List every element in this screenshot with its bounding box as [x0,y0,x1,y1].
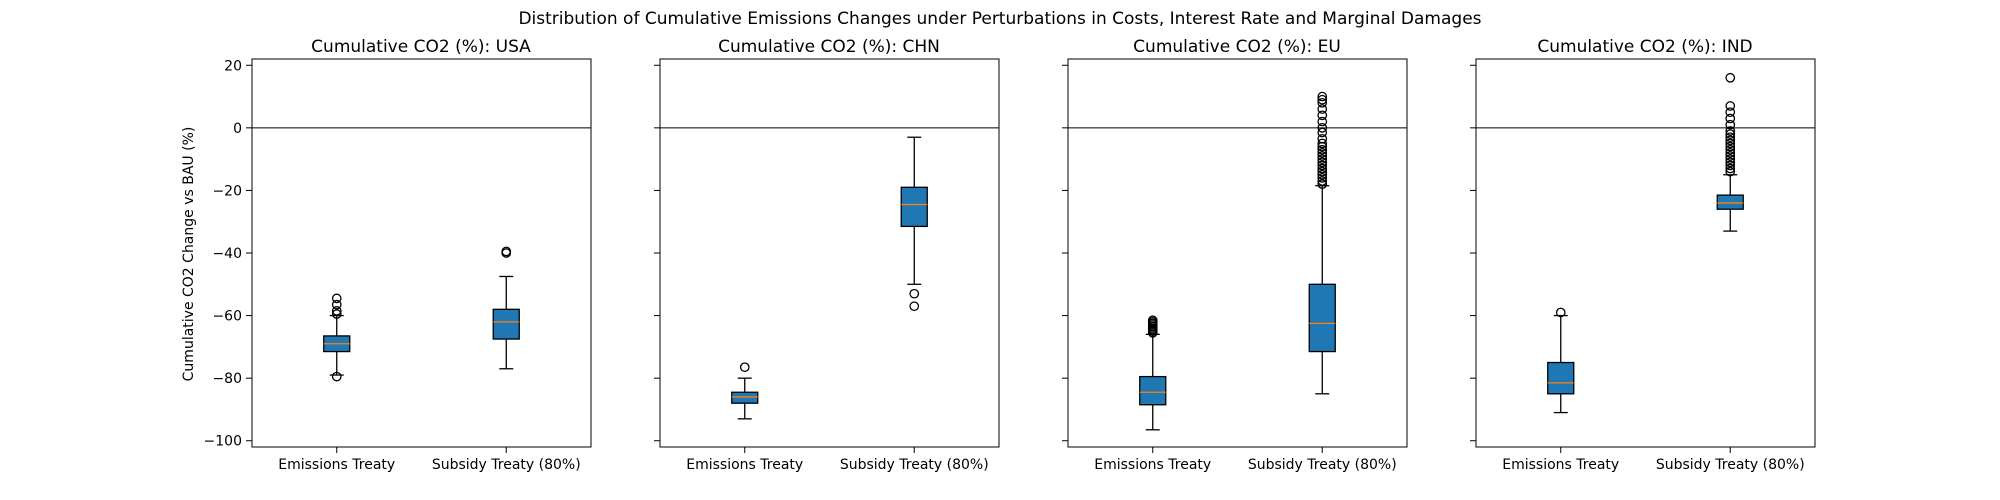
outlier-point [1317,163,1328,174]
outlier-point [739,362,750,373]
outlier-point [1317,176,1328,186]
box-emissions-treaty [1547,307,1575,414]
y-tick-label: −40 [212,246,242,262]
x-tick-label: Subsidy Treaty (80%) [840,457,989,473]
outlier-point [1317,169,1328,180]
outlier-point [1725,132,1736,143]
box-iqr [1716,194,1744,210]
outlier-point [909,301,920,312]
outlier-point [1317,94,1328,105]
outlier-point [1317,104,1328,114]
x-tick-label: Subsidy Treaty (80%) [1248,457,1397,473]
outlier-point [1725,151,1736,161]
outlier-point [1317,116,1328,127]
outlier-point [1725,138,1736,149]
outlier-point [1317,151,1328,161]
box-subsidy-treaty [1308,91,1336,395]
outlier-point [1147,327,1158,338]
outlier-point [1317,154,1328,164]
box-emissions-treaty [731,362,759,420]
plot-frame [251,58,592,448]
outlier-point [1725,148,1736,158]
outlier-point [1317,122,1328,133]
plot-frame [659,58,1000,448]
box-iqr [1547,361,1575,395]
outlier-point [1725,101,1736,111]
outlier-point [1725,107,1736,118]
box-iqr [900,186,928,228]
outlier-point [1317,166,1328,177]
outlier-point [501,248,512,258]
y-tick-label: 20 [224,58,242,74]
panel-title-ind: Cumulative CO2 (%): IND [1537,37,1752,57]
outlier-point [1317,173,1328,183]
outlier-point [1317,141,1328,152]
box-iqr [492,308,520,340]
outlier-point [1725,166,1736,177]
outlier-point [1317,127,1328,138]
y-axis-label: Cumulative CO2 Change vs BAU (%) [181,127,197,382]
outlier-point [1317,179,1328,190]
outlier-point [1555,307,1566,318]
outlier-point [909,288,920,299]
panel-chn: Cumulative CO2 (%): CHN Emissions Treaty… [654,37,1000,473]
box-iqr [1308,283,1336,353]
y-tick-label: −100 [204,434,242,450]
y-tick-label: 0 [233,121,242,137]
outlier-point [1317,157,1328,168]
panel-eu: Cumulative CO2 (%): EU Emissions Treaty S… [1062,37,1408,473]
outlier-point [1725,135,1736,146]
y-tick-label: −80 [212,371,242,387]
x-tick-label: Emissions Treaty [1094,457,1211,473]
outlier-point [331,306,342,316]
outlier-point [1725,72,1736,83]
outlier-point [1317,110,1328,121]
outlier-point [1317,144,1328,155]
outlier-point [1725,157,1736,168]
box-emissions-treaty [323,293,351,382]
panel-title-eu: Cumulative CO2 (%): EU [1133,37,1341,57]
outlier-point [331,371,342,382]
y-tick-label: −20 [212,183,242,199]
box-iqr [731,391,759,404]
x-tick-label: Emissions Treaty [1502,457,1619,473]
x-tick-label: Emissions Treaty [686,457,803,473]
box-subsidy-treaty [492,246,520,370]
outlier-point [1317,97,1328,108]
outlier-point [1725,163,1736,174]
outlier-point [1725,144,1736,155]
outlier-point [331,309,342,319]
outlier-point [1317,160,1328,171]
panel-usa: Cumulative CO2 (%): USA Cumulative CO2 C… [181,37,592,473]
panel-ind: Cumulative CO2 (%): IND Emissions Treaty… [1470,37,1816,473]
panel-title-usa: Cumulative CO2 (%): USA [311,37,531,57]
box-iqr [1139,375,1167,406]
plot-frame [1067,58,1408,448]
outlier-point [1725,160,1736,171]
x-tick-label: Subsidy Treaty (80%) [432,457,581,473]
outlier-point [331,299,342,310]
figure-title: Distribution of Cumulative Emissions Cha… [518,9,1481,29]
x-tick-label: Emissions Treaty [278,457,395,473]
box-subsidy-treaty [900,136,928,312]
box-emissions-treaty [1139,315,1167,431]
outlier-point [1725,126,1736,136]
outlier-point [1725,113,1736,124]
outlier-point [1725,141,1736,152]
outlier-point [331,293,342,304]
outlier-point [1725,119,1736,130]
plot-frame [1475,58,1816,448]
outlier-point [1317,148,1328,158]
x-tick-label: Subsidy Treaty (80%) [1656,457,1805,473]
outlier-point [1317,138,1328,149]
outlier-point [1725,129,1736,139]
outlier-point [1725,154,1736,164]
box-subsidy-treaty [1716,72,1744,232]
outlier-point [1317,91,1328,102]
y-tick-label: −60 [212,309,242,325]
panel-title-chn: Cumulative CO2 (%): CHN [718,37,940,57]
